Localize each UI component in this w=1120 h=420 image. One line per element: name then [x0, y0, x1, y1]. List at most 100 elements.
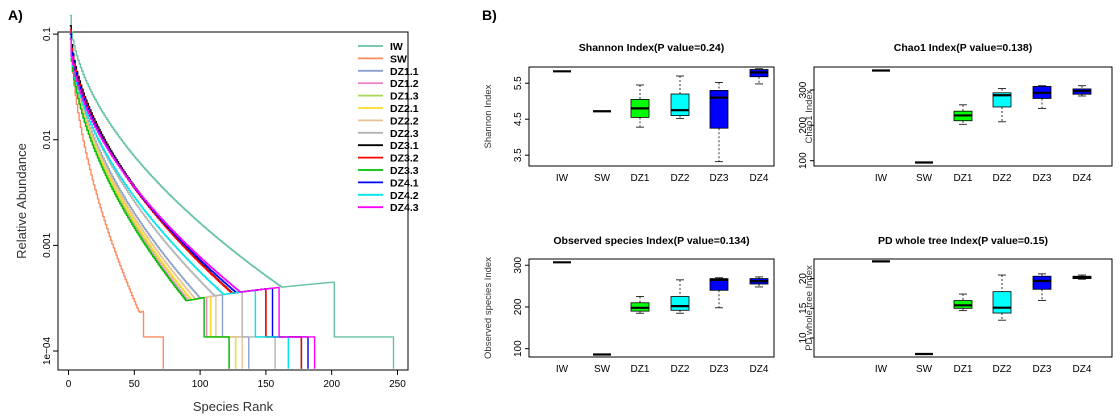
series-line-dz2-1 — [69, 33, 237, 369]
y-axis-title: PD whole tree Index — [804, 265, 815, 351]
y-axis-title: Relative Abundance — [14, 143, 29, 259]
y-axis-title: Observed species Index — [483, 257, 494, 359]
x-tick-label: DZ3 — [710, 364, 729, 375]
box-body — [709, 278, 729, 291]
x-tick-label: 0 — [66, 379, 72, 390]
y-tick-label: 3.5 — [513, 148, 524, 162]
chart-title: PD whole tree Index(P value=0.15) — [878, 235, 1048, 247]
x-tick-label: 150 — [258, 379, 275, 390]
x-tick-label: DZ2 — [993, 364, 1012, 375]
plot-frame — [528, 66, 775, 167]
box-dz1 — [953, 104, 973, 125]
x-tick-label: SW — [916, 173, 933, 184]
x-tick-label: DZ1 — [631, 173, 650, 184]
plot-frame — [528, 258, 775, 358]
box-body — [709, 90, 729, 129]
legend-label: DZ1.1 — [390, 66, 419, 78]
x-tick-label: DZ3 — [710, 173, 729, 184]
x-tick-label: SW — [916, 364, 933, 375]
box-dz2 — [992, 274, 1012, 321]
chart-title: Chao1 Index(P value=0.138) — [894, 42, 1032, 54]
x-tick-label: DZ4 — [750, 364, 769, 375]
panel-a-label: A) — [8, 7, 23, 23]
y-tick-label: 300 — [798, 81, 809, 98]
x-tick-label: SW — [594, 173, 611, 184]
x-tick-label: DZ4 — [1073, 173, 1092, 184]
box-body — [670, 93, 690, 117]
y-tick-label: 5.5 — [513, 76, 524, 90]
y-tick-label: 200 — [513, 298, 524, 315]
legend-label: DZ2.3 — [390, 128, 419, 140]
x-tick-label: DZ4 — [750, 173, 769, 184]
y-axis-title: Shannon Index — [483, 84, 494, 148]
box-dz3 — [709, 277, 729, 309]
boxplot-2: Chao1 Index(P value=0.138) 100 200 300Chao1… — [798, 42, 1113, 184]
box-dz2 — [670, 279, 690, 314]
y-tick-label: 20 — [798, 273, 809, 285]
boxplot-1: Shannon Index(P value=0.24) 3.5 4.5 5.5 Shan… — [483, 42, 775, 184]
series-line-dz3-3 — [69, 38, 230, 369]
x-tick-label: 200 — [323, 379, 340, 390]
series-line-dz2-2 — [69, 33, 243, 369]
x-tick-label: DZ1 — [954, 173, 973, 184]
legend-label: DZ4.3 — [390, 202, 419, 214]
legend-label: DZ3.2 — [390, 153, 419, 165]
plot-frame — [57, 31, 409, 371]
x-tick-label: DZ2 — [993, 173, 1012, 184]
box-body — [670, 296, 690, 311]
legend-label: DZ3.3 — [390, 165, 419, 177]
x-axis-title: Species Rank — [193, 399, 274, 414]
y-tick-label: 4.5 — [513, 112, 524, 126]
panel-b-label: B) — [482, 7, 497, 23]
y-tick-label: 0.1 — [42, 27, 53, 41]
legend-label: DZ2.1 — [390, 103, 419, 115]
chart-title: Shannon Index(P value=0.24) — [579, 42, 724, 54]
plot-frame — [813, 66, 1113, 167]
legend-label: DZ4.2 — [390, 190, 419, 202]
box-dz4 — [749, 276, 769, 288]
x-tick-label: IW — [875, 364, 888, 375]
rank-abundance-chart: 0 50 100 150 200 250 0.1 0.01 0.001 1e−04 Species … — [14, 14, 419, 414]
x-tick-label: DZ1 — [631, 364, 650, 375]
box-dz4 — [1072, 274, 1092, 280]
series-line-dz2-3 — [69, 33, 276, 369]
box-dz1 — [630, 296, 650, 314]
box-dz4 — [749, 68, 769, 85]
x-tick-label: DZ3 — [1033, 364, 1052, 375]
series-line-sw — [69, 25, 164, 369]
y-tick-label: 300 — [513, 256, 524, 273]
box-dz1 — [953, 293, 973, 312]
series-line-dz1-1 — [69, 33, 250, 369]
series-line-dz3-2 — [69, 29, 303, 369]
y-axis-title: Chao1 Index — [804, 89, 815, 143]
y-tick-label: 0.001 — [42, 232, 53, 257]
y-tick-label: 0.01 — [42, 130, 53, 150]
x-tick-label: DZ2 — [671, 364, 690, 375]
y-tick-label: 10 — [798, 332, 809, 344]
legend-label: DZ1.3 — [390, 91, 419, 103]
y-tick-label: 100 — [513, 340, 524, 357]
chart-title: Observed species Index(P value=0.134) — [553, 235, 749, 247]
series-line-dz3-1 — [69, 25, 303, 369]
box-dz3 — [1032, 273, 1052, 301]
alpha-diversity-boxplots: Shannon Index(P value=0.24) 3.5 4.5 5.5 Shan… — [483, 42, 1113, 375]
legend-label: DZ1.2 — [390, 78, 419, 90]
box-dz2 — [670, 75, 690, 119]
series-line-iw — [69, 14, 395, 369]
x-tick-label: DZ2 — [671, 173, 690, 184]
legend-label: IW — [390, 41, 403, 53]
y-tick-label: 200 — [798, 117, 809, 134]
legend-label: DZ3.1 — [390, 140, 419, 152]
x-tick-label: DZ1 — [954, 364, 973, 375]
box-body — [1032, 275, 1052, 290]
x-tick-label: DZ3 — [1033, 173, 1052, 184]
x-tick-label: IW — [556, 173, 569, 184]
y-tick-label: 100 — [798, 152, 809, 169]
x-tick-label: 250 — [389, 379, 406, 390]
box-dz2 — [992, 88, 1012, 123]
x-tick-label: 100 — [192, 379, 209, 390]
boxplot-3: Observed species Index(P value=0.134) 100… — [483, 235, 775, 375]
box-body — [992, 291, 1012, 314]
series-line-dz4-1 — [69, 33, 309, 369]
